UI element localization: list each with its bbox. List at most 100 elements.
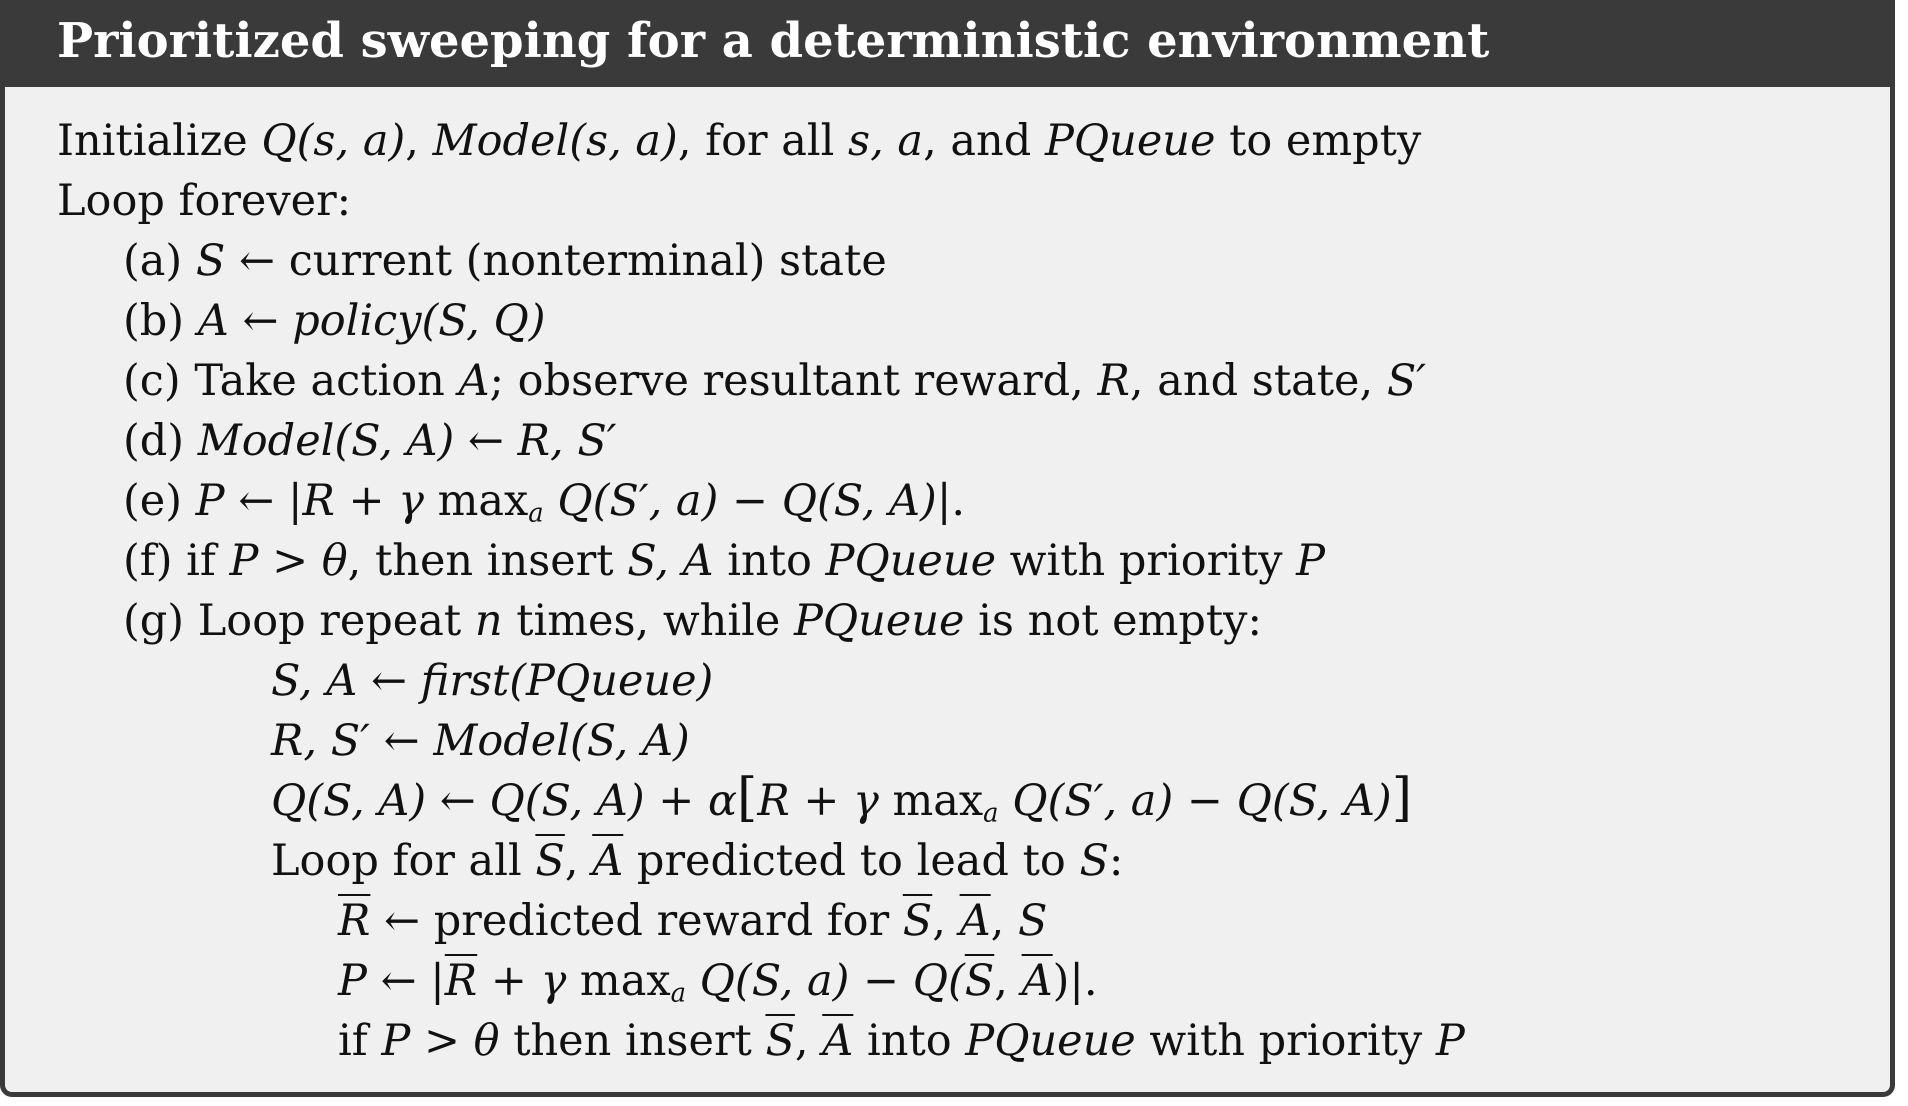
text: with priority bbox=[996, 536, 1297, 586]
math: P bbox=[1296, 536, 1326, 586]
math: γ bbox=[540, 956, 567, 1006]
math: S′ bbox=[1386, 356, 1427, 406]
text: , and bbox=[923, 116, 1045, 166]
text: |. bbox=[936, 476, 965, 526]
init-line: Initialize Q(s, a), Model(s, a), for all… bbox=[57, 111, 1421, 171]
text: then insert bbox=[499, 1016, 766, 1066]
step-label: (d) bbox=[123, 416, 198, 466]
algorithm-title: Prioritized sweeping for a deterministic… bbox=[5, 5, 1890, 87]
math-bar: A bbox=[1021, 956, 1053, 1006]
math: P > θ bbox=[229, 536, 348, 586]
text: , bbox=[564, 836, 593, 886]
text: max bbox=[566, 956, 671, 1006]
math: R bbox=[1097, 356, 1130, 406]
open-bracket: [ bbox=[737, 768, 758, 828]
text: to empty bbox=[1215, 116, 1422, 166]
math: Q(S, A) bbox=[489, 776, 645, 826]
math: Model(S, A) bbox=[433, 716, 690, 766]
math: R bbox=[757, 776, 790, 826]
algorithm-body: Initialize Q(s, a), Model(s, a), for all… bbox=[5, 87, 1890, 1092]
text: Take action bbox=[194, 356, 459, 406]
text: + bbox=[334, 476, 399, 526]
math: A bbox=[458, 356, 490, 406]
close-bracket: ] bbox=[1391, 768, 1412, 828]
math: S bbox=[195, 236, 226, 286]
step-label: (g) bbox=[123, 596, 198, 646]
step-label: (e) bbox=[123, 476, 196, 526]
step-label: (c) bbox=[123, 356, 195, 406]
math: S bbox=[1079, 836, 1109, 886]
math: P bbox=[1435, 1016, 1465, 1066]
math-bar: A bbox=[822, 1016, 854, 1066]
math: S, A bbox=[271, 656, 358, 706]
math: Model(S, A) bbox=[197, 416, 455, 466]
math: PQueue bbox=[965, 1016, 1136, 1066]
math: Q(S, a) − Q( bbox=[699, 956, 965, 1006]
text: + bbox=[789, 776, 854, 826]
text: ; observe resultant reward, bbox=[489, 356, 1098, 406]
inner-line-first: S, A ← first(PQueue) bbox=[271, 651, 713, 711]
step-label: (f) bbox=[123, 536, 187, 586]
text: ← current (nonterminal) state bbox=[225, 236, 887, 286]
text: is not empty: bbox=[964, 596, 1262, 646]
text: ← bbox=[426, 776, 490, 826]
text: with priority bbox=[1135, 1016, 1436, 1066]
math: n bbox=[474, 596, 503, 646]
text bbox=[686, 956, 700, 1006]
text: , bbox=[994, 956, 1022, 1006]
text: )|. bbox=[1052, 956, 1098, 1006]
step-label: (a) bbox=[123, 236, 196, 286]
text: predicted to lead to bbox=[623, 836, 1080, 886]
text: , bbox=[990, 896, 1019, 946]
text: ← bbox=[228, 296, 293, 346]
math-bar: A bbox=[592, 836, 624, 886]
math: s, a bbox=[848, 116, 924, 166]
text: into bbox=[713, 536, 826, 586]
math: Q(S′, a) − Q(S, A) bbox=[1012, 776, 1392, 826]
math-bar: R bbox=[444, 956, 478, 1006]
inner-line-priority: P ← |R + γ maxa Q(S, a) − Q(S, A)|. bbox=[338, 951, 1098, 1011]
text: max bbox=[878, 776, 984, 826]
text: ← bbox=[454, 416, 518, 466]
math-bar: S bbox=[964, 956, 995, 1006]
math: R bbox=[302, 476, 335, 526]
math: γ bbox=[398, 476, 424, 526]
text: Initialize bbox=[57, 116, 262, 166]
inner-line-predicted-reward: R ← predicted reward for S, A, S bbox=[338, 891, 1047, 951]
step-d-line: (d) Model(S, A) ← R, S′ bbox=[123, 411, 617, 471]
text: : bbox=[1108, 836, 1124, 886]
math: Q(S, A) bbox=[271, 776, 427, 826]
inner-line-predecessor-loop: Loop for all S, A predicted to lead to S… bbox=[271, 831, 1123, 891]
text: ← bbox=[357, 656, 421, 706]
math: Model(s, a) bbox=[432, 116, 678, 166]
math: Q(S′, a) − Q(S, A) bbox=[557, 476, 937, 526]
math-bar: S bbox=[535, 836, 565, 886]
math: PQueue bbox=[825, 536, 997, 586]
text: ← | bbox=[366, 956, 445, 1006]
subscript: a bbox=[670, 978, 686, 1009]
step-g-line: (g) Loop repeat n times, while PQueue is… bbox=[123, 591, 1262, 651]
subscript: a bbox=[528, 498, 544, 529]
math: P bbox=[195, 476, 225, 526]
math: S bbox=[1018, 896, 1048, 946]
text: ← predicted reward for bbox=[370, 896, 903, 946]
inner-line-q-update: Q(S, A) ← Q(S, A) + α[R + γ maxa Q(S′, a… bbox=[271, 771, 1412, 831]
text bbox=[544, 476, 558, 526]
math-bar: A bbox=[959, 896, 991, 946]
text: Loop forever: bbox=[57, 176, 352, 226]
text: ← | bbox=[224, 476, 303, 526]
text: , for all bbox=[677, 116, 849, 166]
text: max bbox=[423, 476, 529, 526]
math-bar: S bbox=[902, 896, 933, 946]
math: R, S′ bbox=[517, 416, 617, 466]
math: α bbox=[708, 776, 738, 826]
text: , bbox=[932, 896, 960, 946]
text: times, while bbox=[502, 596, 794, 646]
text: , then insert bbox=[347, 536, 628, 586]
math-bar: R bbox=[338, 896, 371, 946]
math: R, S′ bbox=[271, 716, 370, 766]
step-f-line: (f) if P > θ, then insert S, A into PQue… bbox=[123, 531, 1325, 591]
step-label: (b) bbox=[123, 296, 198, 346]
text: , bbox=[405, 116, 433, 166]
